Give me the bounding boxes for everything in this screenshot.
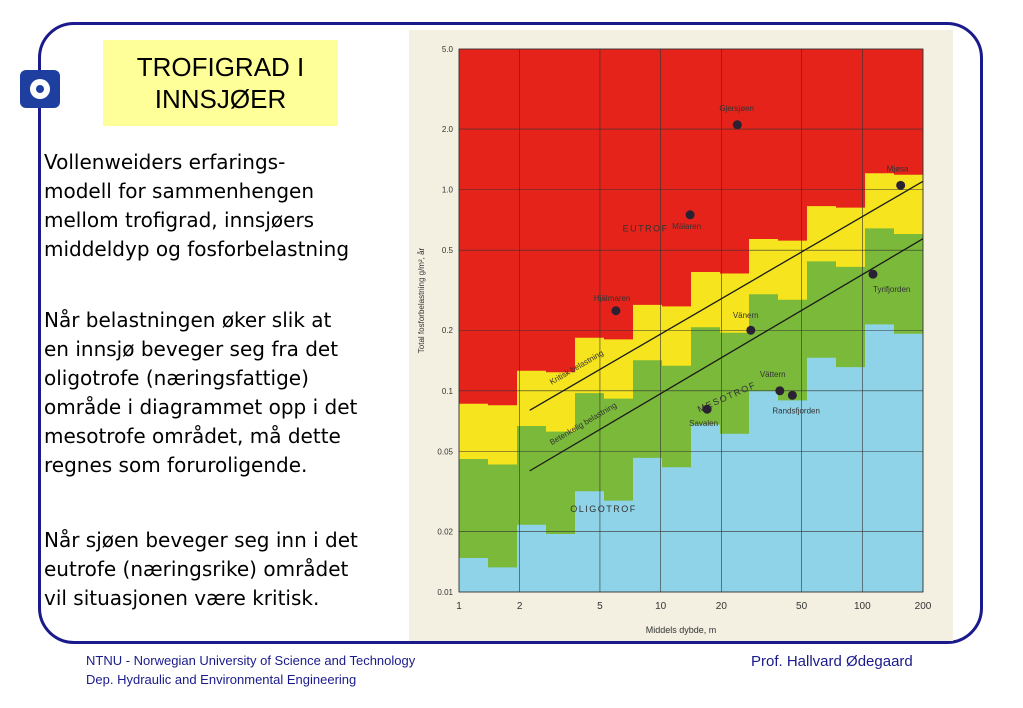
plot-border xyxy=(458,48,924,593)
zone-label: EUTROF xyxy=(623,223,669,233)
data-point xyxy=(746,325,756,335)
footer-institution: NTNU - Norwegian University of Science a… xyxy=(86,651,415,689)
data-point-label: Savalen xyxy=(689,419,718,428)
footer-line: NTNU - Norwegian University of Science a… xyxy=(86,653,416,668)
text-line: Når sjøen beveger seg inn i det xyxy=(44,528,358,552)
text-line: en innsjø beveger seg fra det xyxy=(44,337,339,361)
title-line-2: INNSJØER xyxy=(154,84,287,114)
y-axis-label: Total fosforbelastning g/m², år xyxy=(417,247,426,353)
zone-label: OLIGOTROF xyxy=(570,504,637,514)
data-point xyxy=(787,390,797,400)
data-point xyxy=(702,404,712,414)
text-line: område i diagrammet opp i det xyxy=(44,395,358,419)
x-tick-label: 10 xyxy=(655,601,667,612)
text-line: Når belastningen øker slik at xyxy=(44,308,332,332)
text-line: oligotrofe (næringsfattige) xyxy=(44,366,309,390)
y-tick-label: 2.0 xyxy=(442,125,454,134)
y-tick-label: 0.2 xyxy=(442,326,454,335)
data-point xyxy=(611,306,621,316)
data-point xyxy=(896,180,906,190)
y-tick-label: 0.05 xyxy=(437,447,453,456)
x-tick-label: 20 xyxy=(716,601,728,612)
data-point xyxy=(685,210,695,220)
text-line: middeldyp og fosforbelastning xyxy=(44,237,350,261)
x-tick-label: 50 xyxy=(796,601,808,612)
x-tick-label: 200 xyxy=(915,601,932,612)
text-line: vil situasjonen være kritisk. xyxy=(44,586,320,610)
y-tick-label: 0.02 xyxy=(437,527,453,536)
text-line: modell for sammenhengen xyxy=(44,179,314,203)
x-tick-label: 5 xyxy=(597,601,603,612)
data-point-label: Mälaren xyxy=(672,222,701,231)
y-tick-label: 5.0 xyxy=(442,45,454,54)
slide-frame xyxy=(38,22,983,644)
data-point xyxy=(868,269,878,279)
threshold-line xyxy=(529,180,924,411)
data-point-label: Gjersjøen xyxy=(719,104,754,113)
data-point-label: Hjälmaren xyxy=(594,294,630,303)
data-point xyxy=(732,120,742,130)
title-line-1: TROFIGRAD I xyxy=(136,52,305,82)
text-line: mellom trofigrad, innsjøers xyxy=(44,208,315,232)
x-tick-label: 1 xyxy=(456,601,462,612)
text-line: regnes som foruroligende. xyxy=(44,453,308,477)
y-tick-label: 1.0 xyxy=(442,186,454,195)
footer-author: Prof. Hallvard Ødegaard xyxy=(751,653,913,670)
data-point-label: Tyrifjorden xyxy=(873,285,910,294)
data-point-label: Vänern xyxy=(733,311,759,320)
data-point xyxy=(775,386,785,396)
chart-svg: 1 2 5 10 20 50 100 200 0.01 0.02 0.05 0.1 0.2 0.5 1.0 2… xyxy=(417,45,932,635)
footer-line: Dep. Hydraulic and Environmental Enginee… xyxy=(86,672,357,687)
slide-title: TROFIGRAD I INNSJØER xyxy=(103,40,338,126)
x-tick-label: 100 xyxy=(854,601,871,612)
data-point-label: Mjøsa xyxy=(887,164,909,173)
y-tick-label: 0.1 xyxy=(442,387,454,396)
text-line: eutrofe (næringsrike) området xyxy=(44,557,349,581)
text-line: Vollenweiders erfarings- xyxy=(44,150,286,174)
zone-oligotrof xyxy=(459,291,923,592)
paragraph-model: Vollenweiders erfarings- modell for samm… xyxy=(44,148,444,264)
data-point-label: Randsfjorden xyxy=(772,406,820,415)
x-tick-label: 2 xyxy=(517,601,523,612)
y-tick-label: 0.01 xyxy=(437,588,453,597)
x-axis-label: Middels dybde, m xyxy=(646,625,717,635)
ntnu-logo-icon xyxy=(20,70,60,108)
paragraph-mesotrof: Når belastningen øker slik at en innsjø … xyxy=(44,306,444,480)
paragraph-eutrof: Når sjøen beveger seg inn i det eutrofe … xyxy=(44,526,444,613)
threshold-line xyxy=(529,238,924,472)
data-point-label: Vättern xyxy=(760,370,786,379)
text-line: mesotrofe området, må dette xyxy=(44,424,341,448)
vollenweider-chart: 1 2 5 10 20 50 100 200 0.01 0.02 0.05 0.1 0.2 0.5 1.0 2… xyxy=(409,30,953,641)
y-tick-label: 0.5 xyxy=(442,246,454,255)
